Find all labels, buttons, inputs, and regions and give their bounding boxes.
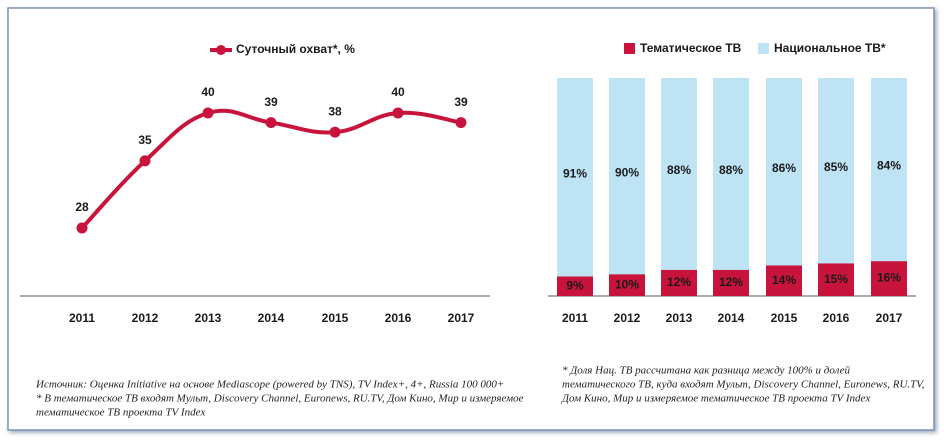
point (455, 117, 467, 129)
footnote-line: Дом Кино, Мир и измеряемое тематическое … (561, 393, 870, 405)
data-label: 38 (328, 104, 342, 118)
data-label: 39 (264, 95, 278, 109)
data-label: 16% (877, 271, 901, 285)
data-label: 12% (667, 275, 691, 289)
data-label: 28 (75, 200, 89, 214)
x-tick-label: 2013 (666, 311, 693, 325)
data-label: 84% (877, 159, 901, 173)
x-tick-label: 2012 (132, 311, 159, 325)
bar-segment (713, 269, 749, 296)
bar-segment (766, 78, 802, 266)
x-tick-label: 2012 (614, 311, 641, 325)
legend-label: Суточный охват*, % (236, 42, 355, 56)
x-tick-label: 2015 (322, 311, 349, 325)
bar-segment (766, 265, 802, 296)
data-label: 90% (615, 165, 639, 179)
data-label: 85% (824, 160, 848, 174)
bar-segment (818, 78, 854, 264)
footnote-line: * В тематическое ТВ входят Мульт, Discov… (36, 393, 524, 405)
data-label: 91% (563, 166, 587, 180)
data-label: 86% (772, 161, 796, 175)
notes-right: * Доля Нац. ТВ рассчитана как разница ме… (561, 365, 925, 405)
bar-segment (661, 269, 697, 296)
legend-swatch (758, 43, 769, 54)
data-label: 35 (138, 133, 152, 147)
legend-label: Тематическое ТВ (640, 41, 742, 55)
bar-segment (557, 276, 593, 296)
x-tick-label: 2013 (195, 311, 222, 325)
data-label: 12% (719, 275, 743, 289)
x-tick-label: 2017 (448, 311, 475, 325)
x-tick-label: 2014 (718, 311, 745, 325)
data-label: 88% (719, 163, 743, 177)
point (265, 117, 277, 129)
point (139, 155, 151, 167)
data-label: 40 (201, 85, 215, 99)
x-tick-label: 2015 (771, 311, 798, 325)
bar-segment (557, 78, 593, 277)
bar-segment (818, 263, 854, 296)
footnote-line: тематического ТВ, куда входят Мульт, Dis… (562, 379, 925, 391)
data-label: 88% (667, 163, 691, 177)
data-label: 39 (454, 95, 468, 109)
footnote-line: Источник: Оценка Initiative на основе Me… (35, 379, 504, 391)
data-label: 15% (824, 272, 848, 286)
point (329, 126, 341, 138)
bar-segment (609, 78, 645, 275)
legend-label: Национальное ТВ* (774, 41, 886, 55)
x-tick-label: 2017 (876, 311, 903, 325)
notes-left: Источник: Оценка Initiative на основе Me… (35, 379, 524, 419)
data-label: 40 (391, 85, 405, 99)
legend-dot (216, 45, 226, 55)
x-tick-label: 2016 (385, 311, 412, 325)
bar-segment (713, 78, 749, 270)
footnote-line: * Доля Нац. ТВ рассчитана как разница ме… (562, 365, 851, 377)
footnote-line: тематическое ТВ проекта TV Index (36, 407, 205, 419)
x-tick-label: 2011 (562, 311, 588, 325)
bar-segment (609, 274, 645, 296)
bar-segment (661, 78, 697, 270)
bar-segment (871, 78, 907, 262)
data-label: 14% (772, 273, 796, 287)
point (202, 107, 214, 119)
point (392, 107, 404, 119)
data-label: 10% (615, 277, 639, 291)
x-tick-label: 2016 (823, 311, 850, 325)
point (76, 222, 88, 234)
x-tick-label: 2014 (258, 311, 285, 325)
data-label: 9% (566, 278, 584, 292)
x-tick-label: 2011 (69, 311, 95, 325)
legend-swatch (624, 43, 635, 54)
bar-segment (871, 261, 907, 296)
